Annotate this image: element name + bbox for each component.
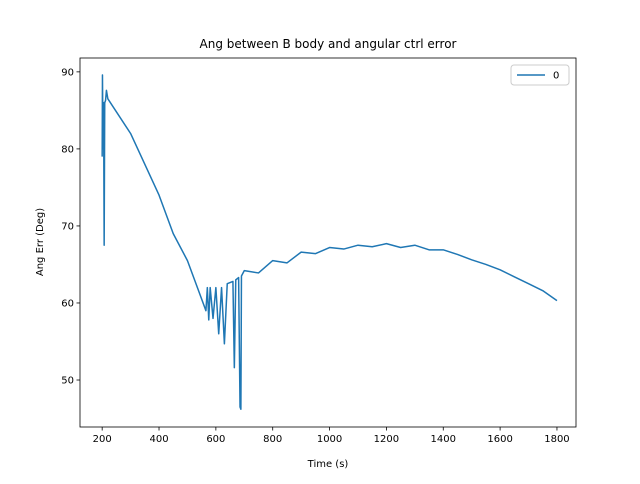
x-tick-label: 1800 [544, 434, 569, 445]
legend-label: 0 [553, 71, 559, 82]
axes-frame [79, 57, 577, 428]
x-tick-label: 1600 [487, 434, 512, 445]
y-tick-label: 70 [61, 221, 74, 232]
y-axis-label: Ang Err (Deg) [35, 208, 46, 276]
y-tick-label: 90 [61, 67, 74, 78]
x-tick-label: 1200 [374, 434, 399, 445]
y-tick-label: 50 [61, 376, 74, 387]
x-tick-label: 600 [206, 434, 225, 445]
data-line [101, 74, 558, 411]
x-tick-label: 800 [263, 434, 282, 445]
x-tick-label: 400 [149, 434, 168, 445]
x-tick-label: 1400 [431, 434, 456, 445]
x-axis-label: Time (s) [307, 459, 349, 470]
y-tick-label: 80 [61, 144, 74, 155]
x-tick-label: 1000 [317, 434, 342, 445]
y-tick-label: 60 [61, 298, 74, 309]
x-tick-label: 200 [93, 434, 112, 445]
plot-area [101, 74, 558, 411]
chart-title: Ang between B body and angular ctrl erro… [200, 37, 457, 51]
